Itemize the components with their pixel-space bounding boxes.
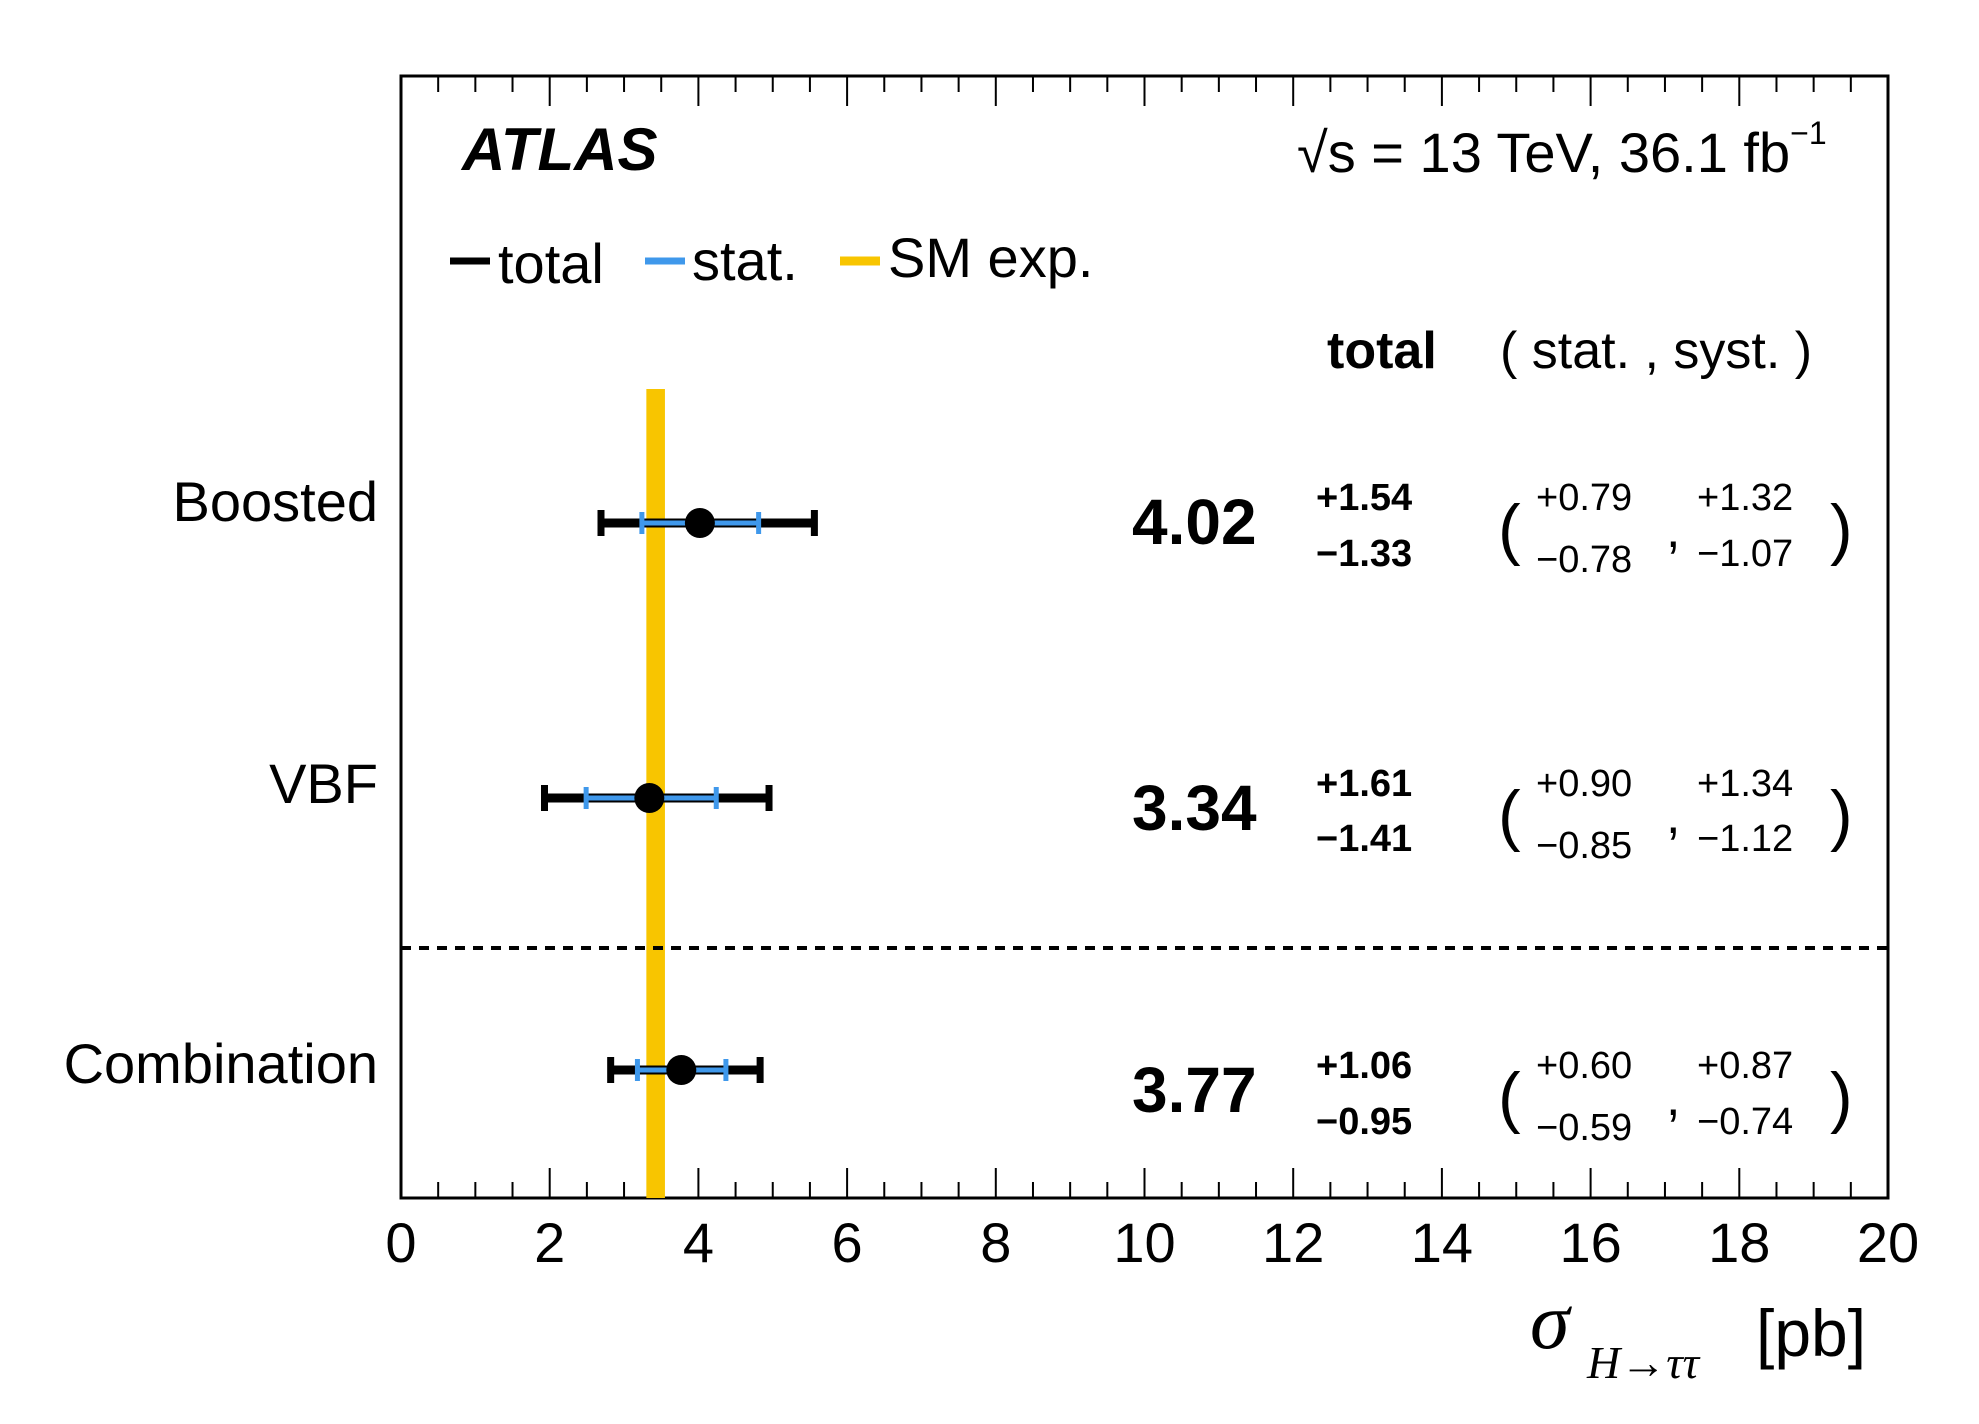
- svg-text:(: (: [1498, 777, 1521, 853]
- boosted-total-down: −1.33: [1316, 533, 1412, 575]
- x-tick-label: 8: [980, 1211, 1011, 1274]
- row-label-combination: Combination: [64, 1032, 378, 1095]
- boosted-stat-down: −0.78: [1536, 539, 1632, 581]
- combination-syst-up: +0.87: [1697, 1045, 1793, 1087]
- svg-text:(: (: [1498, 1059, 1521, 1135]
- boosted-syst-up: +1.32: [1697, 477, 1793, 519]
- svg-text:√s = 13 TeV, 36.1 fb−1: √s = 13 TeV, 36.1 fb−1: [1297, 115, 1827, 184]
- x-tick-label: 4: [683, 1211, 714, 1274]
- x-axis-unit: [pb]: [1756, 1296, 1866, 1370]
- data-point-group: [540, 783, 773, 813]
- legend-stat-label: stat.: [692, 229, 798, 292]
- combination-total-up: +1.06: [1316, 1045, 1412, 1087]
- boosted-value: 4.02: [1132, 486, 1257, 558]
- vbf-syst-down: −1.12: [1697, 818, 1793, 860]
- legend-sm-label: SM exp.: [888, 226, 1093, 289]
- column-header-total: total: [1327, 322, 1437, 380]
- central-value-marker: [666, 1055, 697, 1085]
- combination-syst-down: −0.74: [1697, 1101, 1793, 1143]
- data-point-group: [597, 508, 818, 538]
- svg-text:,: ,: [1666, 501, 1680, 559]
- x-tick-label: 20: [1857, 1211, 1919, 1274]
- central-value-marker: [634, 783, 665, 813]
- x-tick-label: 14: [1411, 1211, 1473, 1274]
- vbf-syst-up: +1.34: [1697, 763, 1793, 805]
- x-tick-label: 18: [1708, 1211, 1770, 1274]
- combination-stat-up: +0.60: [1536, 1045, 1632, 1087]
- svg-text:(: (: [1498, 491, 1521, 567]
- lumi-exponent: −1: [1790, 115, 1826, 151]
- boosted-syst-down: −1.07: [1697, 533, 1793, 575]
- legend: total stat. SM exp.: [450, 226, 1093, 295]
- boosted-total-up: +1.54: [1316, 477, 1412, 519]
- plot-frame: [399, 74, 1890, 1200]
- vbf-value: 3.34: [1132, 772, 1257, 844]
- x-tick-label: 0: [385, 1211, 416, 1274]
- x-axis-symbol: σ: [1530, 1278, 1572, 1366]
- column-header-breakdown: ( stat. , syst. ): [1500, 322, 1812, 380]
- energy-label: √s = 13 TeV, 36.1 fb: [1297, 121, 1790, 184]
- experiment-label: ATLAS: [460, 116, 658, 183]
- combination-stat-down: −0.59: [1536, 1107, 1632, 1149]
- svg-text:,: ,: [1666, 1069, 1680, 1127]
- legend-total-label: total: [498, 232, 604, 295]
- combination-value: 3.77: [1132, 1054, 1257, 1126]
- x-axis-subscript: H→ττ: [1586, 1337, 1701, 1388]
- svg-text:): ): [1830, 491, 1853, 567]
- x-tick-label: 6: [832, 1211, 863, 1274]
- vbf-total-up: +1.61: [1316, 763, 1412, 805]
- central-value-marker: [684, 508, 715, 538]
- x-tick-label: 12: [1262, 1211, 1324, 1274]
- vbf-stat-down: −0.85: [1536, 825, 1632, 867]
- boosted-stat-up: +0.79: [1536, 477, 1632, 519]
- x-tick-label: 10: [1113, 1211, 1175, 1274]
- x-axis-title: σ H→ττ [pb]: [1530, 1278, 1866, 1388]
- axis-ticks: [400, 76, 1889, 1198]
- svg-text:): ): [1830, 1059, 1853, 1135]
- svg-text:,: ,: [1666, 787, 1680, 845]
- vbf-stat-up: +0.90: [1536, 763, 1632, 805]
- row-label-boosted: Boosted: [173, 470, 379, 533]
- x-tick-label: 2: [534, 1211, 565, 1274]
- x-tick-label: 16: [1559, 1211, 1621, 1274]
- data-point-group: [607, 1055, 764, 1085]
- row-label-vbf: VBF: [269, 752, 378, 815]
- svg-text:): ): [1830, 777, 1853, 853]
- vbf-total-down: −1.41: [1316, 818, 1412, 860]
- combination-total-down: −0.95: [1316, 1101, 1412, 1143]
